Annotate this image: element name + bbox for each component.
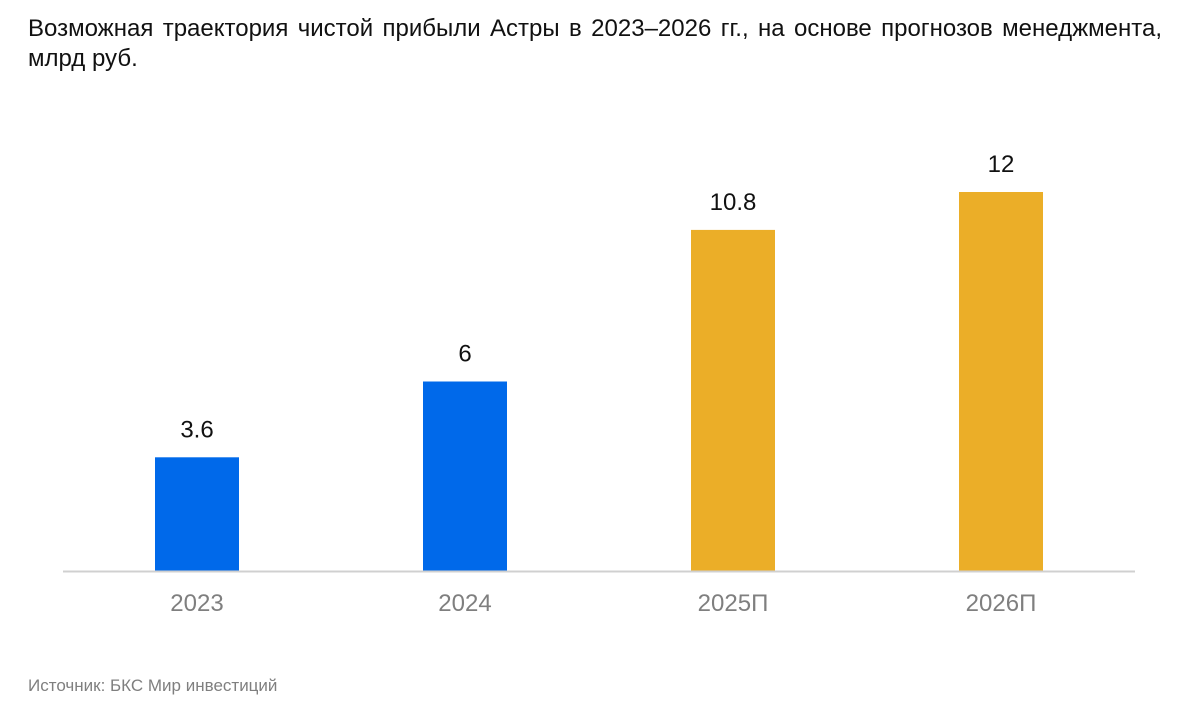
data-label: 6 <box>458 341 471 368</box>
bar-2025П <box>691 229 775 571</box>
bar-2023 <box>155 457 239 571</box>
data-label: 3.6 <box>180 416 213 443</box>
x-tick-label: 2024 <box>438 590 491 617</box>
source-note: Источник: БКС Мир инвестиций <box>28 676 278 695</box>
bar-2024 <box>423 381 507 571</box>
data-label: 10.8 <box>710 189 757 216</box>
bar-2026П <box>959 192 1043 571</box>
x-tick-label: 2023 <box>170 590 223 617</box>
x-tick-label: 2026П <box>966 590 1037 617</box>
data-label: 12 <box>988 151 1015 178</box>
x-tick-label: 2025П <box>698 590 769 617</box>
chart-title: Возможная траектория чистой прибыли Астр… <box>28 15 1162 72</box>
